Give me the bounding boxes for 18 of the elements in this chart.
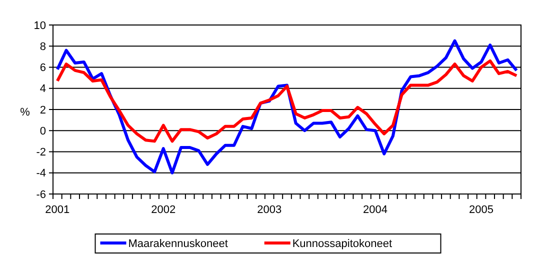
y-tick-label: 4 [40, 83, 46, 96]
y-tick-label: 6 [40, 62, 46, 74]
x-tick-label: 2003 [257, 204, 282, 216]
y-tick-label: -4 [36, 168, 46, 180]
legend-label: Maarakennuskoneet [128, 238, 228, 250]
y-tick-label: 0 [40, 125, 46, 138]
x-tick-label: 2001 [45, 204, 70, 216]
line-series [56, 59, 518, 143]
y-tick-label: 10 [34, 20, 46, 32]
x-tick-label: 2004 [363, 204, 388, 216]
y-tick-label: -2 [36, 146, 46, 159]
x-tick-label: 2002 [151, 204, 176, 216]
y-tick-label: 2 [40, 104, 46, 116]
y-axis-title: % [20, 106, 30, 118]
legend-label: Kunnossapitokoneet [292, 238, 392, 250]
x-tick-label: 2005 [469, 204, 494, 216]
y-tick-label: 8 [40, 40, 46, 53]
y-tick-label: -6 [36, 188, 46, 201]
